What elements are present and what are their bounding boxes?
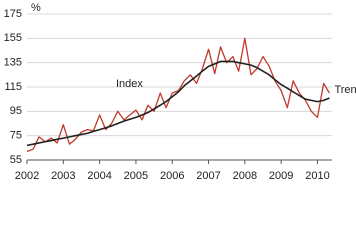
series-label: Index — [116, 78, 143, 90]
x-tick-label: 2006 — [160, 170, 184, 182]
unit-label: % — [31, 2, 41, 14]
x-tick-label: 2002 — [15, 170, 39, 182]
y-tick-label: 135 — [4, 57, 22, 69]
series-label: Trend — [334, 84, 356, 96]
y-tick-label: 155 — [4, 32, 22, 44]
x-tick-label: 2004 — [87, 170, 111, 182]
y-tick-label: 95 — [10, 105, 22, 117]
y-tick-label: 75 — [10, 130, 22, 142]
series-line — [26, 60, 330, 147]
series-line — [26, 37, 331, 153]
x-tick-label: 2010 — [305, 170, 329, 182]
y-tick-label: 55 — [10, 154, 22, 166]
x-tick-label: 2007 — [196, 170, 220, 182]
y-tick-label: 175 — [4, 8, 22, 20]
x-tick-label: 2005 — [124, 170, 148, 182]
y-tick-label: 115 — [4, 81, 22, 93]
x-tick-label: 2008 — [233, 170, 257, 182]
x-tick-label: 2003 — [51, 170, 75, 182]
chart: % 55 75 95 115 135 155 175 2002 2003 2004 2005 2006… — [4, 2, 356, 182]
x-tick-label: 2009 — [269, 170, 293, 182]
